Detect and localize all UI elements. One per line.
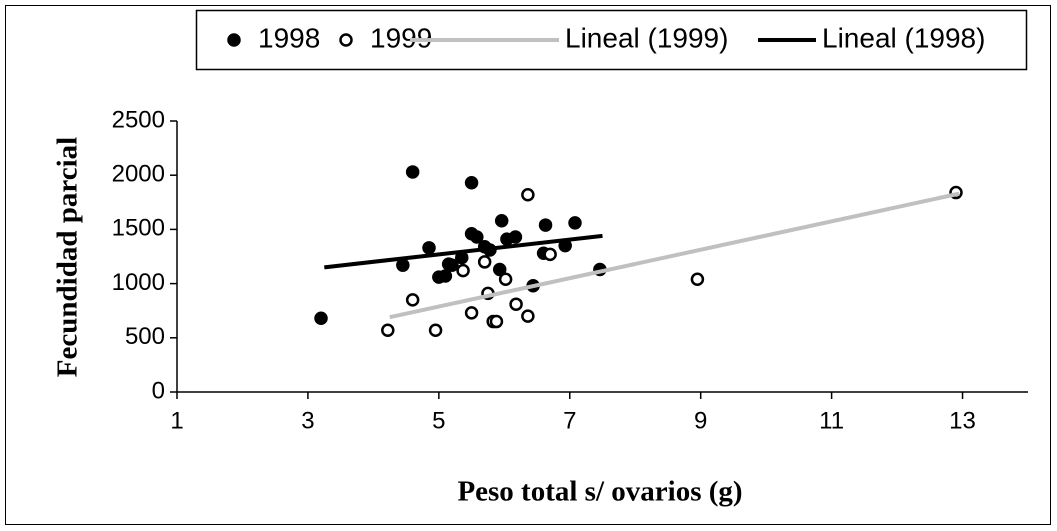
data-point xyxy=(314,311,328,326)
legend-label: 1998 xyxy=(258,22,320,53)
data-point xyxy=(381,323,395,337)
data-point xyxy=(464,176,479,190)
data-point xyxy=(405,293,420,307)
data-point xyxy=(568,216,582,230)
legend-marker xyxy=(227,33,241,47)
legend-label: Lineal (1998) xyxy=(822,22,985,53)
data-point xyxy=(477,255,492,269)
x-tick-label: 9 xyxy=(694,407,707,434)
y-tick-label: 0 xyxy=(152,377,165,404)
legend-label: Lineal (1999) xyxy=(565,22,728,53)
legend-marker xyxy=(339,33,353,47)
data-point xyxy=(494,213,509,228)
data-point xyxy=(428,323,443,337)
x-axis-title: Peso total s/ ovarios (g) xyxy=(457,476,742,508)
data-point xyxy=(538,218,553,232)
data-point xyxy=(521,187,535,202)
legend-label: 1999 xyxy=(370,22,432,53)
x-tick-label: 11 xyxy=(819,407,844,434)
y-tick-label: 2500 xyxy=(112,106,165,133)
data-point xyxy=(498,272,513,287)
data-point xyxy=(509,297,523,311)
data-point xyxy=(492,262,507,277)
y-tick-label: 1000 xyxy=(112,269,165,296)
data-point xyxy=(521,309,535,323)
y-tick-label: 1500 xyxy=(112,215,165,242)
y-tick-label: 2000 xyxy=(112,161,165,188)
data-point xyxy=(396,258,410,272)
data-point xyxy=(456,263,470,278)
data-point xyxy=(470,230,484,244)
data-point xyxy=(489,314,504,329)
data-point xyxy=(438,269,453,283)
data-point xyxy=(508,230,523,244)
data-point xyxy=(690,272,705,287)
y-axis-title: Fecundidad parcial xyxy=(52,137,84,377)
x-tick-label: 7 xyxy=(563,407,576,434)
data-point xyxy=(422,241,436,255)
x-tick-label: 1 xyxy=(170,407,183,434)
x-tick-label: 13 xyxy=(949,407,976,434)
chart-border xyxy=(5,5,1051,525)
data-point xyxy=(445,258,459,272)
trend-line xyxy=(389,191,960,320)
y-tick-label: 500 xyxy=(125,323,165,350)
data-point xyxy=(464,306,479,320)
legend-box xyxy=(195,9,1028,71)
data-point xyxy=(405,165,420,179)
trend-line xyxy=(324,233,603,270)
data-point xyxy=(543,247,557,262)
x-tick-label: 3 xyxy=(301,407,314,434)
x-tick-label: 5 xyxy=(432,407,445,434)
